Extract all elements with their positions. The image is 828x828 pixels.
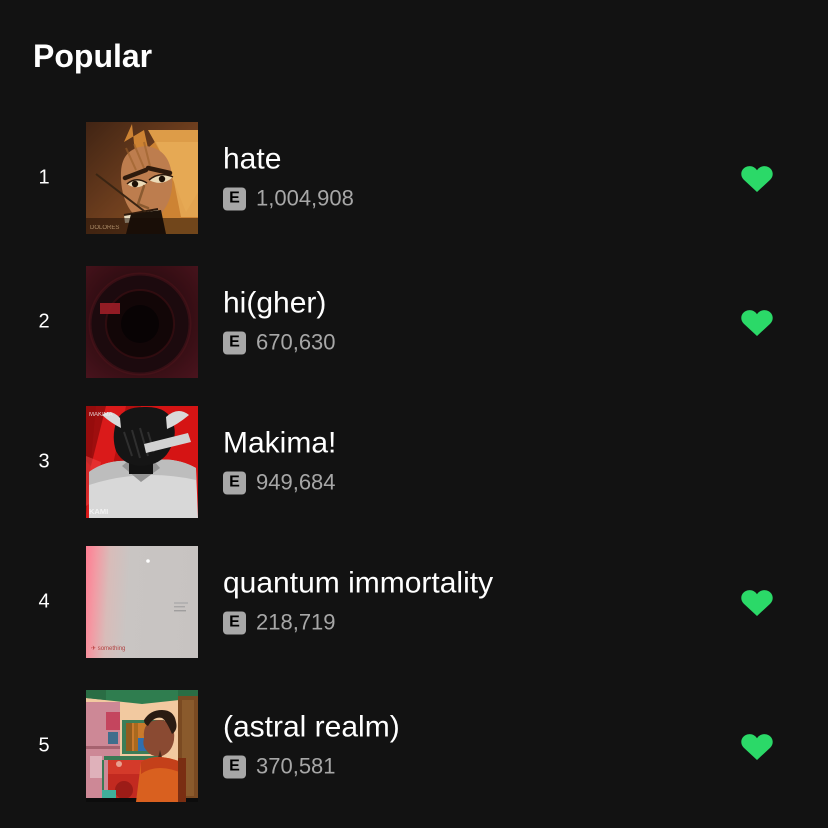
svg-text:✈ something: ✈ something (91, 645, 125, 652)
svg-text:DOLORES: DOLORES (90, 225, 119, 231)
svg-text:MAKIMA: MAKIMA (89, 412, 113, 418)
svg-text:KAMI: KAMI (89, 507, 108, 516)
